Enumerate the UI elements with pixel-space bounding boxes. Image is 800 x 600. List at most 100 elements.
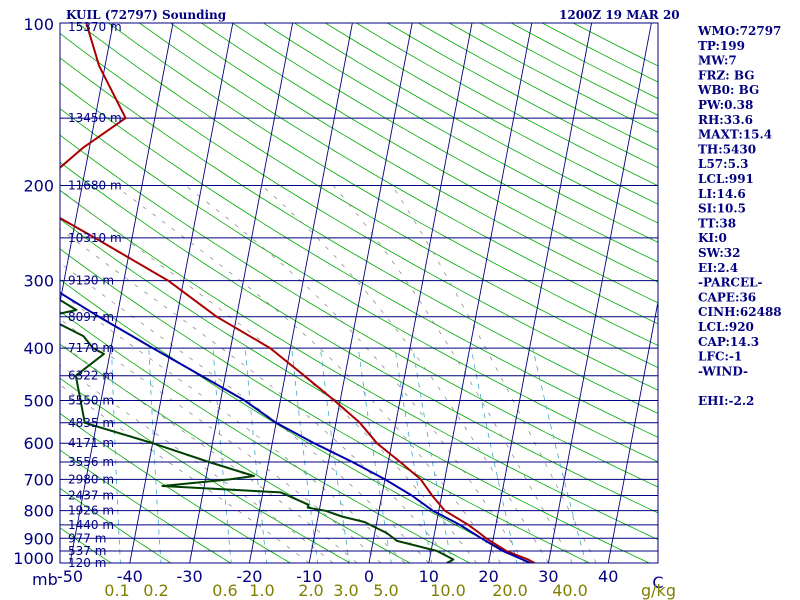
plot-frame (59, 22, 659, 564)
moist-adiabat-line (261, 185, 549, 563)
isotherm-line (69, 23, 174, 563)
height-level-label: 2980 m (68, 472, 114, 486)
mixing-ratio-tick-label: 0.2 (143, 581, 168, 600)
temperature-unit-label: C (652, 573, 663, 592)
height-level-label: 2437 m (68, 489, 114, 503)
mixing-ratio-tick-label: 20.0 (492, 581, 528, 600)
top-height-label: 15370 m (68, 20, 122, 34)
sounding-index-15: SW:32 (698, 246, 740, 260)
mixing-ratio-line (470, 348, 518, 563)
pressure-tick-label: 700 (23, 470, 54, 489)
pressure-tick-label: 1000 (13, 549, 54, 568)
moist-adiabat-line (333, 185, 573, 563)
sounding-index-25: EHI:-2.2 (698, 394, 754, 408)
dry-adiabat-line (170, 23, 658, 304)
dry-adiabat-line (60, 413, 292, 563)
parcel-profile (60, 291, 531, 563)
sounding-index-5: PW:0.38 (698, 98, 753, 112)
isotherm-line (60, 23, 114, 305)
height-level-label: 4835 m (68, 416, 114, 430)
mixing-ratio-tick-label: 2.0 (298, 581, 323, 600)
sounding-index-13: TT:38 (698, 216, 736, 230)
temperature-tick-label: -10 (296, 567, 322, 586)
height-level-label: 8097 m (68, 310, 114, 324)
dry-adiabat-line (60, 82, 658, 438)
dry-adiabat-line (60, 310, 471, 563)
mixing-ratio-line (148, 348, 162, 563)
sounding-index-21: CAP:14.3 (698, 335, 759, 349)
pressure-tick-label: 800 (23, 502, 54, 521)
temperature-tick-label: -40 (117, 567, 143, 586)
mixing-ratio-unit-label: g/kg (641, 581, 676, 600)
mixing-ratio-tick-label: 40.0 (552, 581, 588, 600)
height-level-label: 1926 m (68, 504, 114, 518)
isotherm-line (368, 23, 473, 563)
sounding-index-1: TP:199 (698, 39, 745, 53)
station-title: KUIL (72797) Sounding (66, 8, 227, 22)
dry-adiabat-line (232, 23, 658, 263)
sounding-index-3: FRZ: BG (698, 68, 754, 82)
height-level-label: 537 m (68, 544, 106, 558)
dry-adiabat-line (60, 377, 352, 563)
dry-adiabat-line (139, 23, 658, 325)
mixing-ratio-line (111, 348, 121, 563)
sounding-index-16: EI:2.4 (698, 261, 738, 275)
dry-adiabat-line (60, 248, 591, 563)
mixing-ratio-tick-label: 5.0 (373, 581, 398, 600)
pressure-tick-label: 600 (23, 434, 54, 453)
mixing-ratio-line (357, 348, 392, 563)
height-level-label: 11680 m (68, 179, 122, 193)
mixing-ratio-tick-label: 0.1 (104, 581, 129, 600)
height-level-label: 7170 m (68, 341, 114, 355)
dry-adiabat-line (108, 23, 658, 346)
pressure-tick-label: 100 (23, 15, 54, 34)
temperature-tick-label: -20 (236, 567, 262, 586)
isotherm-line (488, 23, 593, 563)
isotherm-line (248, 23, 353, 563)
mixing-ratio-line (412, 348, 453, 563)
height-level-label: 5550 m (68, 393, 114, 407)
height-level-label: 10310 m (68, 231, 122, 245)
dry-adiabat-line (60, 134, 658, 488)
temperature-tick-label: 30 (538, 567, 558, 586)
isotherm-line (308, 23, 413, 563)
temperature-tick-label: 10 (419, 567, 439, 586)
sounding-index-0: WMO:72797 (697, 24, 781, 38)
mixing-ratio-tick-label: 1.0 (249, 581, 274, 600)
sounding-index-10: LCL:991 (698, 172, 754, 186)
pressure-tick-label: 200 (23, 177, 54, 196)
sounding-index-17: -PARCEL- (698, 276, 763, 290)
sounding-index-4: WB0: BG (697, 83, 759, 97)
sounding-index-8: TH:5430 (698, 142, 756, 156)
isotherm-line (428, 23, 533, 563)
pressure-tick-label: 400 (23, 339, 54, 358)
dry-adiabat-line (60, 57, 658, 414)
mixing-ratio-line (291, 348, 319, 563)
height-level-label: 1440 m (68, 518, 114, 532)
dry-adiabat-line (60, 32, 658, 391)
sounding-index-11: LI:14.6 (698, 187, 746, 201)
sounding-index-7: MAXT:15.4 (698, 128, 772, 142)
dry-adiabat-line (60, 161, 658, 514)
height-level-label: 13450 m (68, 111, 122, 125)
pressure-unit-label: mb (32, 570, 58, 589)
height-level-label: 4171 m (68, 436, 114, 450)
sounding-index-18: CAPE:36 (698, 290, 756, 304)
dry-adiabat-line (60, 343, 411, 563)
sounding-index-22: LFC:-1 (698, 350, 742, 364)
height-level-label: 977 m (68, 531, 106, 545)
mixing-ratio-tick-label: 0.6 (212, 581, 237, 600)
mixing-ratio-tick-label: 10.0 (430, 581, 466, 600)
temperature-profile (60, 23, 536, 563)
pressure-tick-label: 900 (23, 529, 54, 548)
isotherm-line (547, 23, 652, 563)
height-level-label: 3556 m (68, 455, 114, 469)
dry-adiabat-line (60, 487, 172, 563)
pressure-tick-label: 500 (23, 391, 54, 410)
sounding-index-14: KI:0 (698, 231, 727, 245)
temperature-tick-label: -30 (177, 567, 203, 586)
dry-adiabat-line (60, 108, 658, 463)
dewpoint-profile (60, 298, 455, 563)
dry-adiabat-line (60, 449, 232, 563)
